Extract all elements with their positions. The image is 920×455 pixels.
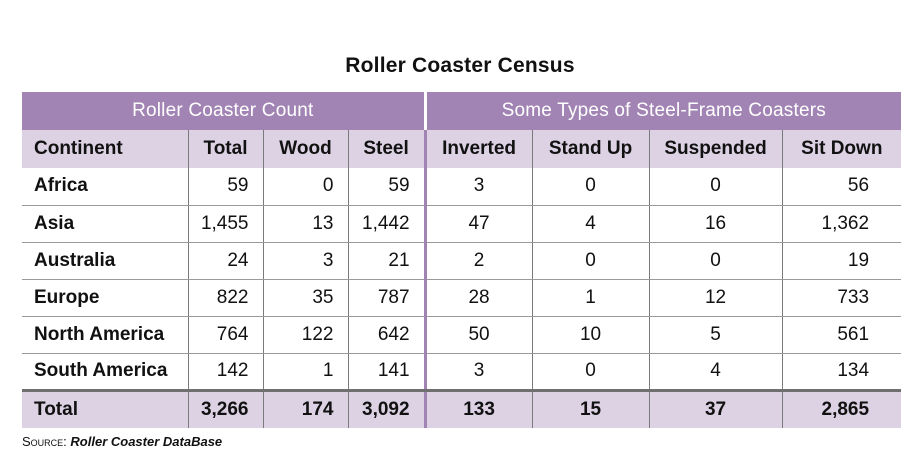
cell-continent: South America [22,353,189,392]
cell-suspended: 4 [649,353,783,392]
group-header-count: Roller Coaster Count [22,92,427,130]
cell-suspended: 0 [649,168,783,206]
cell-continent: Africa [22,168,189,206]
cell-sit-down: 134 [782,353,902,392]
cell-stand-up: 0 [532,168,650,206]
cell-inverted: 47 [425,205,533,243]
cell-inverted: 3 [425,168,533,206]
source-label: Source: [22,434,67,449]
cell-sit-down: 561 [782,316,902,354]
cell-inverted: 28 [425,279,533,317]
cell-steel: 787 [348,279,427,317]
column-header-continent: Continent [22,130,189,168]
cell-sit-down: 56 [782,168,902,206]
cell-suspended: 0 [649,242,783,280]
table-row: South America 142 1 141 3 0 4 134 [22,353,902,392]
table-row: Europe 822 35 787 28 1 12 733 [22,279,902,317]
cell-stand-up: 0 [532,242,650,280]
roller-coaster-census-table: Roller Coaster Count Some Types of Steel… [22,92,902,428]
cell-steel: 21 [348,242,427,280]
cell-total: 764 [188,316,264,354]
cell-stand-up: 4 [532,205,650,243]
column-header-row: Continent Total Wood Steel Inverted Stan… [22,130,902,168]
cell-wood: 35 [263,279,349,317]
cell-continent: Europe [22,279,189,317]
column-header-steel: Steel [348,130,427,168]
cell-wood: 0 [263,168,349,206]
total-sit-down: 2,865 [782,390,902,428]
cell-wood: 122 [263,316,349,354]
table-row: Africa 59 0 59 3 0 0 56 [22,168,902,206]
source-name: Roller Coaster DataBase [70,434,223,449]
total-label: Total [22,390,189,428]
cell-inverted: 50 [425,316,533,354]
cell-wood: 3 [263,242,349,280]
cell-suspended: 5 [649,316,783,354]
group-header-steel-types: Some Types of Steel-Frame Coasters [425,92,902,130]
total-total: 3,266 [188,390,264,428]
cell-suspended: 16 [649,205,783,243]
table-row: Australia 24 3 21 2 0 0 19 [22,242,902,280]
total-row: Total 3,266 174 3,092 133 15 37 2,865 [22,390,902,428]
cell-wood: 1 [263,353,349,392]
cell-stand-up: 1 [532,279,650,317]
cell-inverted: 3 [425,353,533,392]
cell-sit-down: 1,362 [782,205,902,243]
total-stand-up: 15 [532,390,650,428]
column-header-stand-up: Stand Up [532,130,650,168]
cell-total: 59 [188,168,264,206]
cell-total: 24 [188,242,264,280]
total-steel: 3,092 [348,390,427,428]
column-header-total: Total [188,130,264,168]
cell-stand-up: 0 [532,353,650,392]
cell-total: 1,455 [188,205,264,243]
column-header-suspended: Suspended [649,130,783,168]
cell-steel: 59 [348,168,427,206]
cell-continent: North America [22,316,189,354]
cell-total: 822 [188,279,264,317]
cell-continent: Asia [22,205,189,243]
total-wood: 174 [263,390,349,428]
table-row: Asia 1,455 13 1,442 47 4 16 1,362 [22,205,902,243]
cell-wood: 13 [263,205,349,243]
cell-stand-up: 10 [532,316,650,354]
total-inverted: 133 [425,390,533,428]
cell-sit-down: 733 [782,279,902,317]
total-suspended: 37 [649,390,783,428]
column-header-inverted: Inverted [425,130,533,168]
cell-steel: 642 [348,316,427,354]
cell-continent: Australia [22,242,189,280]
cell-inverted: 2 [425,242,533,280]
cell-total: 142 [188,353,264,392]
column-header-wood: Wood [263,130,349,168]
cell-steel: 141 [348,353,427,392]
cell-steel: 1,442 [348,205,427,243]
table-row: North America 764 122 642 50 10 5 561 [22,316,902,354]
source-note: Source: Roller Coaster DataBase [22,434,222,449]
table-title: Roller Coaster Census [345,54,575,77]
cell-sit-down: 19 [782,242,902,280]
column-header-sit-down: Sit Down [782,130,902,168]
cell-suspended: 12 [649,279,783,317]
group-header-row: Roller Coaster Count Some Types of Steel… [22,92,902,130]
